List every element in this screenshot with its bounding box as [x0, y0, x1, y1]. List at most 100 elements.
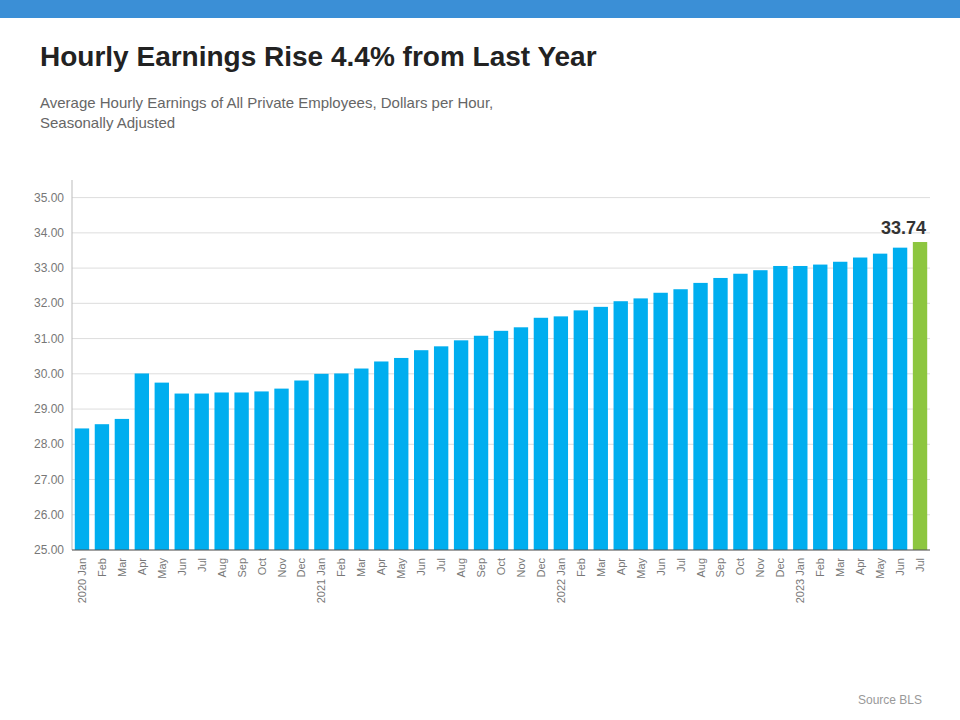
top-stripe: [0, 0, 960, 18]
bar: [314, 374, 328, 550]
bar: [733, 274, 747, 550]
chart-svg: Hourly Earnings Rise 4.4% from Last Year…: [0, 0, 960, 720]
bar: [773, 266, 787, 550]
x-tick-label: Jun: [655, 558, 667, 576]
x-tick-label: Dec: [535, 558, 547, 578]
bar: [554, 316, 568, 550]
x-tick-label: Apr: [854, 558, 866, 575]
x-tick-label: Apr: [615, 558, 627, 575]
bar: [234, 392, 248, 550]
x-tick-label: Nov: [276, 558, 288, 578]
x-tick-label: Apr: [375, 558, 387, 575]
bar: [434, 346, 448, 550]
x-tick-label: 2021 Jan: [315, 558, 327, 603]
bar: [753, 270, 767, 550]
y-tick-label: 28.00: [34, 437, 64, 451]
x-tick-label: Oct: [495, 558, 507, 575]
annotation: 33.74: [881, 218, 926, 238]
bar: [195, 394, 209, 550]
x-tick-label: Mar: [355, 558, 367, 577]
x-tick-label: Feb: [335, 558, 347, 577]
y-tick-label: 33.00: [34, 261, 64, 275]
bar: [474, 336, 488, 550]
y-tick-label: 30.00: [34, 367, 64, 381]
bar: [653, 293, 667, 550]
x-tick-label: Sep: [236, 558, 248, 578]
bar: [115, 419, 129, 550]
title: Hourly Earnings Rise 4.4% from Last Year: [40, 41, 597, 72]
bar: [873, 254, 887, 550]
x-tick-label: Apr: [136, 558, 148, 575]
x-tick-label: Jun: [176, 558, 188, 576]
bar: [155, 383, 169, 550]
grid-line: [72, 197, 930, 198]
y-tick-label: 35.00: [34, 191, 64, 205]
x-tick-label: May: [635, 558, 647, 579]
bar: [913, 242, 927, 550]
bar: [574, 310, 588, 550]
x-tick-label: Mar: [116, 558, 128, 577]
x-tick-label: May: [395, 558, 407, 579]
grid-line: [72, 550, 930, 551]
bar: [633, 298, 647, 550]
bar: [893, 248, 907, 550]
x-tick-label: 2023 Jan: [794, 558, 806, 603]
x-tick-label: Jul: [196, 558, 208, 572]
bars: [75, 242, 927, 550]
bar: [135, 373, 149, 550]
x-tick-label: Feb: [814, 558, 826, 577]
x-tick-label: Oct: [734, 558, 746, 575]
bar: [853, 258, 867, 550]
x-tick-label: 2022 Jan: [555, 558, 567, 603]
bar: [833, 262, 847, 550]
x-tick-label: Mar: [834, 558, 846, 577]
x-tick-label: Aug: [695, 558, 707, 578]
bar: [254, 391, 268, 550]
bar: [75, 428, 89, 550]
chart-container: Hourly Earnings Rise 4.4% from Last Year…: [0, 0, 960, 720]
x-tick-label: Jun: [415, 558, 427, 576]
y-tick-label: 31.00: [34, 332, 64, 346]
bar: [514, 327, 528, 550]
x-tick-label: Mar: [595, 558, 607, 577]
subtitle: Average Hourly Earnings of All Private E…: [40, 94, 493, 131]
bar: [673, 289, 687, 550]
bar: [614, 301, 628, 550]
x-tick-label: Nov: [754, 558, 766, 578]
bar: [534, 318, 548, 550]
bar: [693, 283, 707, 550]
x-tick-label: May: [874, 558, 886, 579]
x-tick-label: Aug: [455, 558, 467, 578]
x-tick-label: Jul: [914, 558, 926, 572]
x-tick-label: May: [156, 558, 168, 579]
x-tick-label: Jul: [675, 558, 687, 572]
x-tick-label: 2020 Jan: [76, 558, 88, 603]
source: Source BLS: [858, 693, 922, 707]
bar: [95, 424, 109, 550]
x-tick-label: Feb: [96, 558, 108, 577]
grid-line: [72, 232, 930, 233]
bar: [294, 381, 308, 550]
y-tick-label: 34.00: [34, 226, 64, 240]
bar: [374, 361, 388, 550]
x-tick-label: Sep: [475, 558, 487, 578]
y-tick-label: 27.00: [34, 473, 64, 487]
bar: [494, 331, 508, 550]
y-axis-line: [72, 180, 73, 550]
x-tick-label: Sep: [714, 558, 726, 578]
bar: [274, 389, 288, 550]
bar: [354, 369, 368, 550]
x-tick-label: Aug: [216, 558, 228, 578]
bar: [414, 350, 428, 550]
x-tick-label: Oct: [256, 558, 268, 575]
bar: [454, 340, 468, 550]
bar: [394, 358, 408, 550]
bar: [713, 278, 727, 550]
x-tick-label: Dec: [295, 558, 307, 578]
x-tick-label: Jun: [894, 558, 906, 576]
y-tick-label: 29.00: [34, 402, 64, 416]
bar: [793, 266, 807, 550]
x-tick-label: Jul: [435, 558, 447, 572]
bar: [594, 307, 608, 550]
y-tick-label: 26.00: [34, 508, 64, 522]
